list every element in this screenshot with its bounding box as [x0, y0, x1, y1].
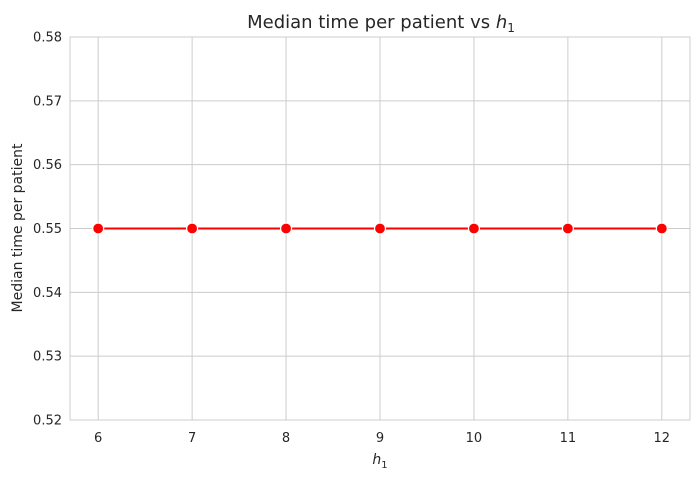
y-tick-label: 0.55 [33, 222, 62, 237]
data-point [467, 222, 481, 235]
y-tick-label: 0.53 [33, 350, 62, 365]
chart-title-sub: 1 [507, 21, 515, 35]
x-tick-label: 7 [188, 431, 196, 446]
x-axis-label-sub: 1 [381, 460, 387, 471]
y-tick-label: 0.57 [33, 94, 62, 109]
series-layer [92, 222, 668, 235]
data-point [92, 222, 105, 235]
x-tick-label: 6 [94, 431, 102, 446]
chart-title: Median time per patient vs h1 [247, 12, 515, 35]
chart-title-var: h [496, 12, 507, 33]
y-axis-label: Median time per patient [10, 143, 26, 312]
y-tick-label: 0.56 [33, 158, 62, 173]
data-point [561, 222, 574, 235]
data-point [186, 222, 199, 235]
x-tick-label: 10 [466, 431, 483, 446]
x-tick-label: 9 [376, 431, 384, 446]
plot-area-frame [69, 36, 691, 421]
y-tick-labels: 0.52 0.53 0.54 0.55 0.56 0.57 0.58 [33, 31, 62, 429]
chart-title-prefix: Median time per patient vs [247, 12, 496, 33]
x-axis-label-var: h [372, 452, 381, 468]
x-axis-label: h1 [372, 452, 387, 471]
data-point [655, 222, 668, 235]
y-tick-label: 0.58 [33, 31, 62, 46]
x-tick-label: 12 [654, 431, 671, 446]
y-tick-label: 0.54 [33, 286, 62, 301]
data-point [373, 222, 387, 235]
y-tick-label: 0.52 [33, 414, 62, 429]
x-tick-label: 11 [560, 431, 577, 446]
x-tick-labels: 6 7 8 9 10 11 12 [94, 431, 670, 446]
data-point [279, 222, 293, 235]
x-tick-label: 8 [282, 431, 290, 446]
